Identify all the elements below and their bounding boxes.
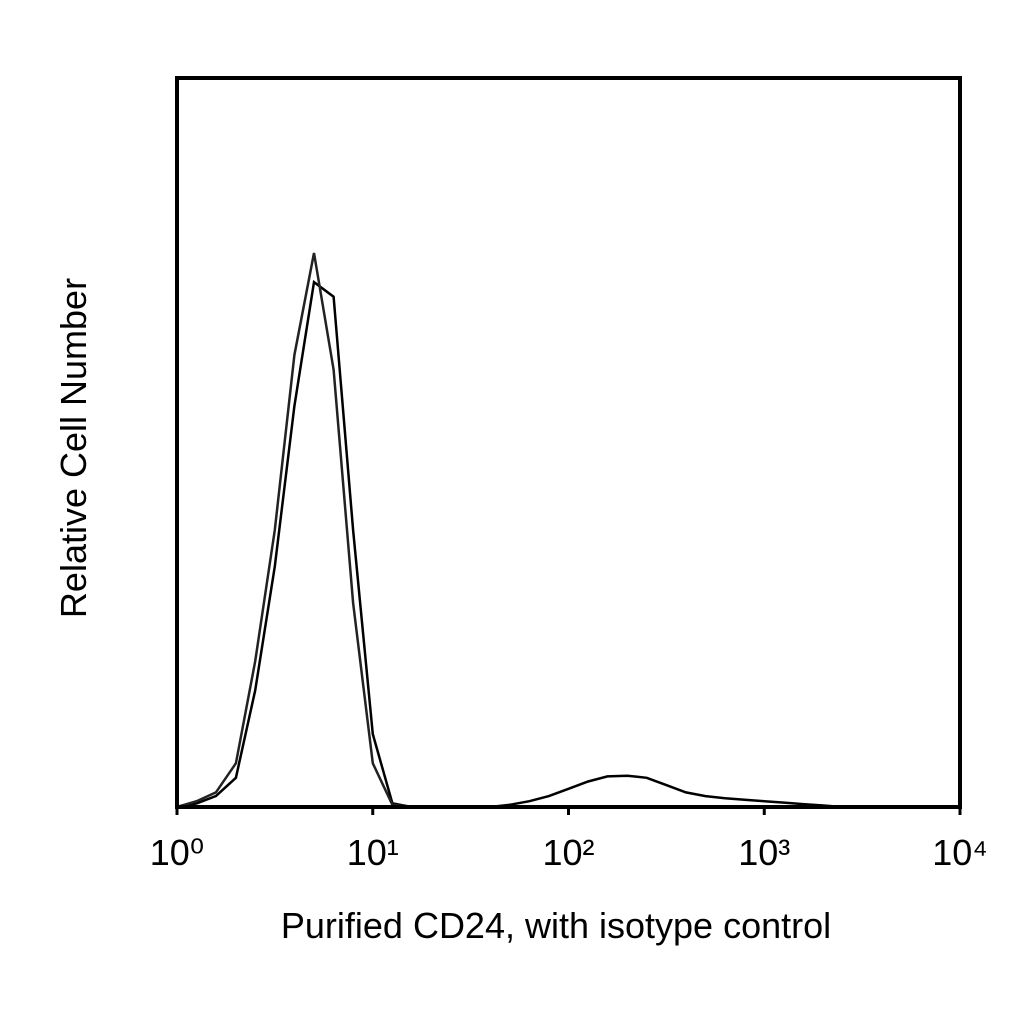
x-tick-label: 10¹ bbox=[347, 832, 399, 873]
x-tick-label: 10⁴ bbox=[932, 832, 988, 873]
plot-frame bbox=[175, 76, 962, 809]
x-tick-label: 10² bbox=[542, 832, 594, 873]
x-axis-label: Purified CD24, with isotype control bbox=[281, 905, 831, 946]
x-tick-label: 10⁰ bbox=[150, 832, 204, 873]
histogram-line bbox=[176, 279, 863, 809]
y-axis-label: Relative Cell Number bbox=[53, 278, 94, 618]
x-tick-label: 10³ bbox=[738, 832, 790, 873]
